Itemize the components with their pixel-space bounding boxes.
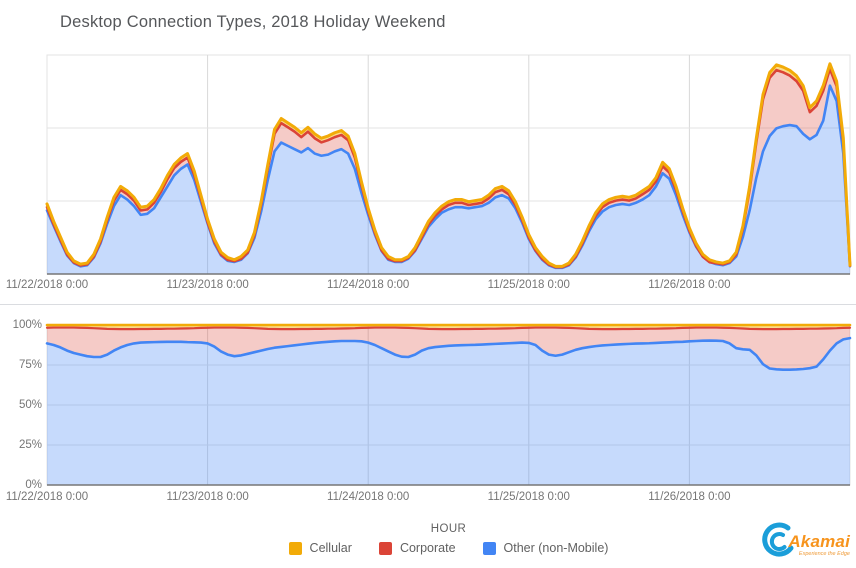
legend-label: Corporate — [399, 541, 456, 555]
legend-item-cellular: Cellular — [288, 541, 352, 555]
akamai-wave-icon — [762, 522, 794, 557]
x-tick-label: 11/24/2018 0:00 — [327, 279, 410, 291]
x-tick-label: 11/23/2018 0:00 — [166, 491, 249, 503]
chart-title: Desktop Connection Types, 2018 Holiday W… — [60, 13, 446, 31]
other-swatch-icon — [482, 541, 496, 555]
x-tick-label: 11/24/2018 0:00 — [327, 491, 410, 503]
akamai-tagline: Experience the Edge — [798, 550, 850, 557]
x-tick-label: 11/25/2018 0:00 — [487, 491, 570, 503]
legend: Cellular Corporate Other (non-Mobile) — [47, 541, 850, 555]
x-tick-label: 11/22/2018 0:00 — [5, 279, 89, 291]
pct-tick-label: 25% — [18, 439, 42, 451]
legend-item-other: Other (non-Mobile) — [482, 541, 609, 555]
pct-tick-label: 50% — [18, 399, 42, 411]
x-tick-label: 11/23/2018 0:00 — [166, 279, 249, 291]
legend-item-corporate: Corporate — [378, 541, 456, 555]
panel-divider — [0, 304, 856, 305]
bottom-chart-percent-area[interactable] — [45, 323, 852, 486]
cellular-swatch-icon — [288, 541, 302, 555]
legend-label: Cellular — [309, 541, 352, 555]
x-tick-label: 11/26/2018 0:00 — [648, 491, 731, 503]
akamai-wordmark: Akamai — [788, 531, 850, 551]
legend-label: Other (non-Mobile) — [503, 541, 609, 555]
x-tick-label: 11/25/2018 0:00 — [487, 279, 570, 291]
x-tick-label: 11/26/2018 0:00 — [648, 279, 731, 291]
pct-tick-label: 75% — [18, 359, 42, 371]
corporate-swatch-icon — [378, 541, 392, 555]
x-axis-title: HOUR — [430, 523, 467, 535]
top-chart-volume-area[interactable] — [45, 54, 852, 275]
pct-tick-label: 100% — [12, 319, 42, 331]
akamai-logo: Akamai Experience the Edge — [758, 522, 850, 562]
x-tick-label: 11/22/2018 0:00 — [5, 491, 89, 503]
pct-tick-label: 0% — [25, 479, 42, 491]
